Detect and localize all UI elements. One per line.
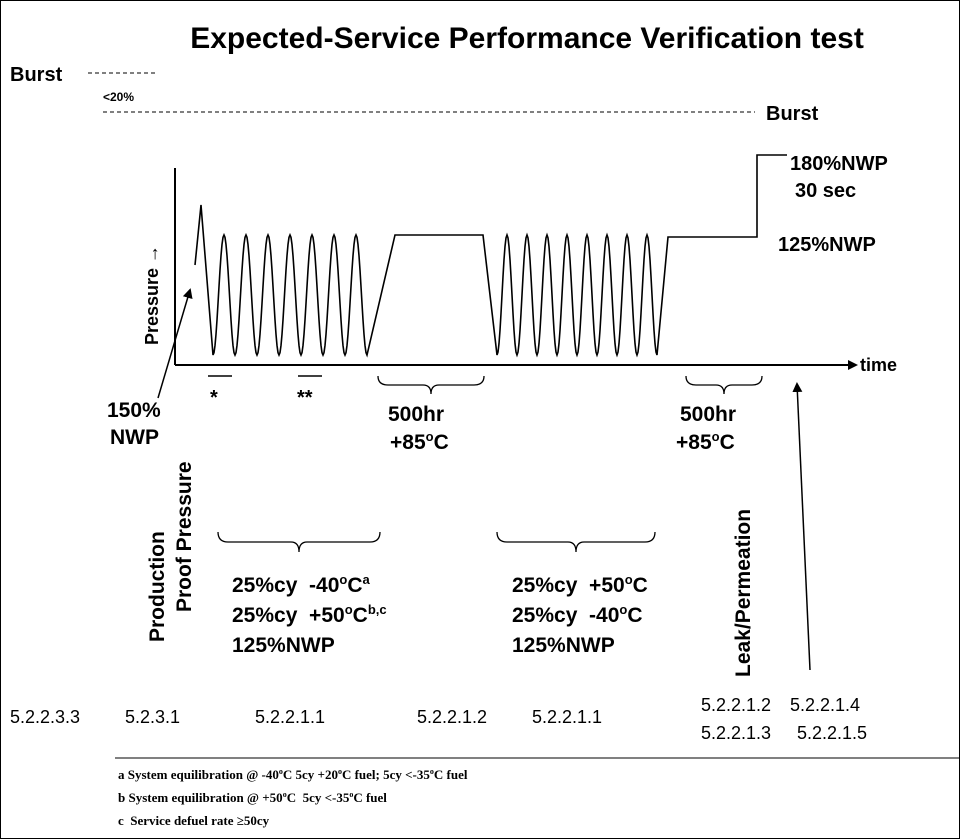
footnote: c Service defuel rate ≥50cy <box>118 813 270 828</box>
shapes <box>194 154 787 553</box>
section-number: 5.2.2.1.4 <box>790 695 860 715</box>
section-number: 5.2.2.1.2 <box>417 707 487 727</box>
text-run: 25%cy +50 <box>232 604 345 627</box>
text-run: +85 <box>676 431 712 454</box>
section-number: 5.2.2.1.1 <box>255 707 325 727</box>
duration: 500hr <box>388 403 444 426</box>
superscript: o <box>430 767 434 776</box>
superscript: o <box>712 429 720 444</box>
temperature: +85oC <box>390 429 449 454</box>
proof-unit: NWP <box>110 426 159 449</box>
text-run: a System equilibration @ -40 <box>118 767 279 782</box>
brace <box>217 531 381 553</box>
superscript: o <box>345 602 353 617</box>
text-run: C <box>347 574 362 597</box>
text-run: 25%cy +50 <box>512 574 625 597</box>
superscript: o <box>279 767 283 776</box>
text-run: C <box>627 604 642 627</box>
text-run: b System equilibration @ +50 <box>118 790 283 805</box>
superscript: o <box>283 790 287 799</box>
condition: 25%cy +50oC <box>512 572 648 597</box>
burst-arrow <box>792 382 811 671</box>
condition: 25%cy -40oCa <box>232 572 371 597</box>
superscript: o <box>426 429 434 444</box>
superscript: o <box>349 790 353 799</box>
text-run: C 5cy +20 <box>283 767 338 782</box>
labels: Expected-Service Performance Verificatio… <box>10 22 897 828</box>
superscript: o <box>339 572 347 587</box>
temperature: +85oC <box>676 429 735 454</box>
text-run: +85 <box>390 431 426 454</box>
section-number: 5.2.3.1 <box>125 707 180 727</box>
duration: 500hr <box>680 403 736 426</box>
text-run: 125%NWP <box>512 634 615 657</box>
brace <box>496 531 656 553</box>
text-run: C <box>434 431 449 454</box>
text-run: c Service defuel rate ≥50cy <box>118 813 270 828</box>
proof-arrow <box>157 288 193 399</box>
y-axis-label: Pressure → <box>142 245 162 345</box>
proof-value: 150% <box>107 399 161 422</box>
x-axis-label: time <box>860 355 897 375</box>
title: Expected-Service Performance Verificatio… <box>190 22 864 55</box>
section-number: 5.2.2.3.3 <box>10 707 80 727</box>
text-run: 25%cy -40 <box>512 604 619 627</box>
text-run: C fuel <box>353 790 387 805</box>
vertical-label: Production <box>146 531 169 642</box>
margin-label: <20% <box>103 90 134 104</box>
condition: 25%cy +50oCb,c <box>232 602 387 627</box>
text-run: 25%cy -40 <box>232 574 339 597</box>
footnote: a System equilibration @ -40oC 5cy +20oC… <box>118 767 468 782</box>
condition: 125%NWP <box>512 634 615 657</box>
text-run: C 5cy <-35 <box>287 790 350 805</box>
burst-label: Burst <box>766 103 819 125</box>
condition: 25%cy -40oC <box>512 602 643 627</box>
hold-time: 30 sec <box>795 180 856 202</box>
section-number: 5.2.2.1.2 <box>701 695 771 715</box>
text-run: C <box>353 604 368 627</box>
vertical-label: Leak/Permeation <box>732 509 755 677</box>
section-number: 5.2.2.1.3 <box>701 723 771 743</box>
text-run: C fuel; 5cy <-35 <box>342 767 430 782</box>
superscript: a <box>363 572 371 587</box>
condition: 125%NWP <box>232 634 335 657</box>
section-number: 5.2.2.1.1 <box>532 707 602 727</box>
brace <box>377 375 485 395</box>
hold-pressure: 180%NWP <box>790 153 888 175</box>
superscript: o <box>625 572 633 587</box>
marker: ** <box>297 387 313 409</box>
footnote: b System equilibration @ +50oC 5cy <-35o… <box>118 790 387 805</box>
text-run: C fuel <box>434 767 468 782</box>
superscript: b,c <box>368 602 387 617</box>
text-run: C <box>720 431 735 454</box>
burst-label: Burst <box>10 64 63 86</box>
brace <box>685 375 763 395</box>
pressure-profile <box>194 154 787 358</box>
service-pressure: 125%NWP <box>778 234 876 256</box>
superscript: o <box>338 767 342 776</box>
marker: * <box>210 387 218 409</box>
vertical-label: Proof Pressure <box>173 461 196 612</box>
text-run: C <box>633 574 648 597</box>
superscript: o <box>619 602 627 617</box>
section-number: 5.2.2.1.5 <box>797 723 867 743</box>
text-run: 125%NWP <box>232 634 335 657</box>
